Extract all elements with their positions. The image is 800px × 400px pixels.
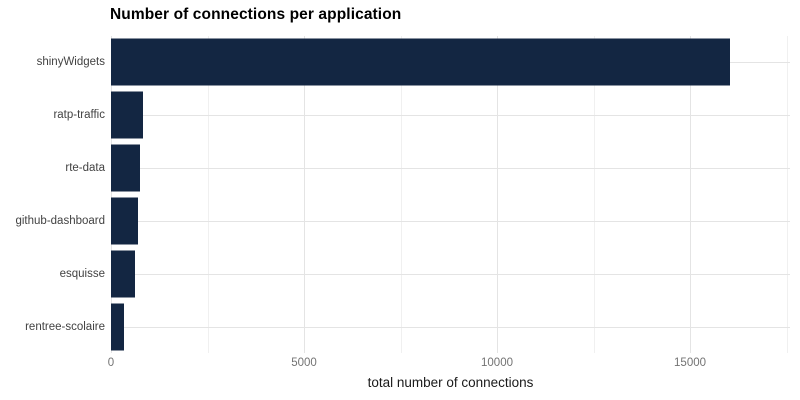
bar-row [111,142,790,195]
x-tick-label: 0 [107,357,115,369]
major-gridline [111,36,112,353]
y-axis-label: ratp-traffic [53,109,105,122]
bar-row [111,89,790,142]
bar-row [111,36,790,89]
major-gridline [304,36,305,353]
y-axis-label: shinyWidgets [36,56,105,69]
bar-rows [111,36,790,353]
y-axis-label: rte-data [65,162,105,175]
category-gridline [111,220,790,222]
minor-gridline [400,36,402,353]
bar-esquisse [111,250,135,298]
plot-panel [111,36,790,353]
x-axis-tick-labels: 0 5000 10000 15000 [107,357,790,372]
bar-shinyWidgets [111,38,731,86]
major-gridline [497,36,498,353]
bar-github-dashboard [111,197,138,245]
category-gridline [111,168,790,170]
x-axis-title: total number of connections [367,375,534,390]
y-axis-label: esquisse [59,267,105,280]
category-gridline [111,326,790,328]
y-axis-label: github-dashboard [15,214,105,227]
bar-row [111,194,790,247]
y-axis-labels: shinyWidgets ratp-traffic rte-data github-d… [0,36,105,353]
bar-rentree-scolaire [111,303,125,351]
bar-row [111,247,790,300]
minor-gridline [786,36,788,353]
x-tick-label: 5000 [291,357,317,369]
bar-rte-data [111,144,140,192]
y-axis-label: rentree-scolaire [25,320,105,333]
minor-gridline [593,36,595,353]
minor-gridline [207,36,209,353]
bar-ratp-traffic [111,91,143,139]
category-gridline [111,115,790,117]
x-tick-label: 15000 [674,357,707,369]
major-gridline [690,36,692,353]
chart-title: Number of connections per application [110,6,402,23]
bar-row [111,300,790,353]
category-gridline [111,273,790,275]
x-tick-label: 10000 [481,357,513,369]
